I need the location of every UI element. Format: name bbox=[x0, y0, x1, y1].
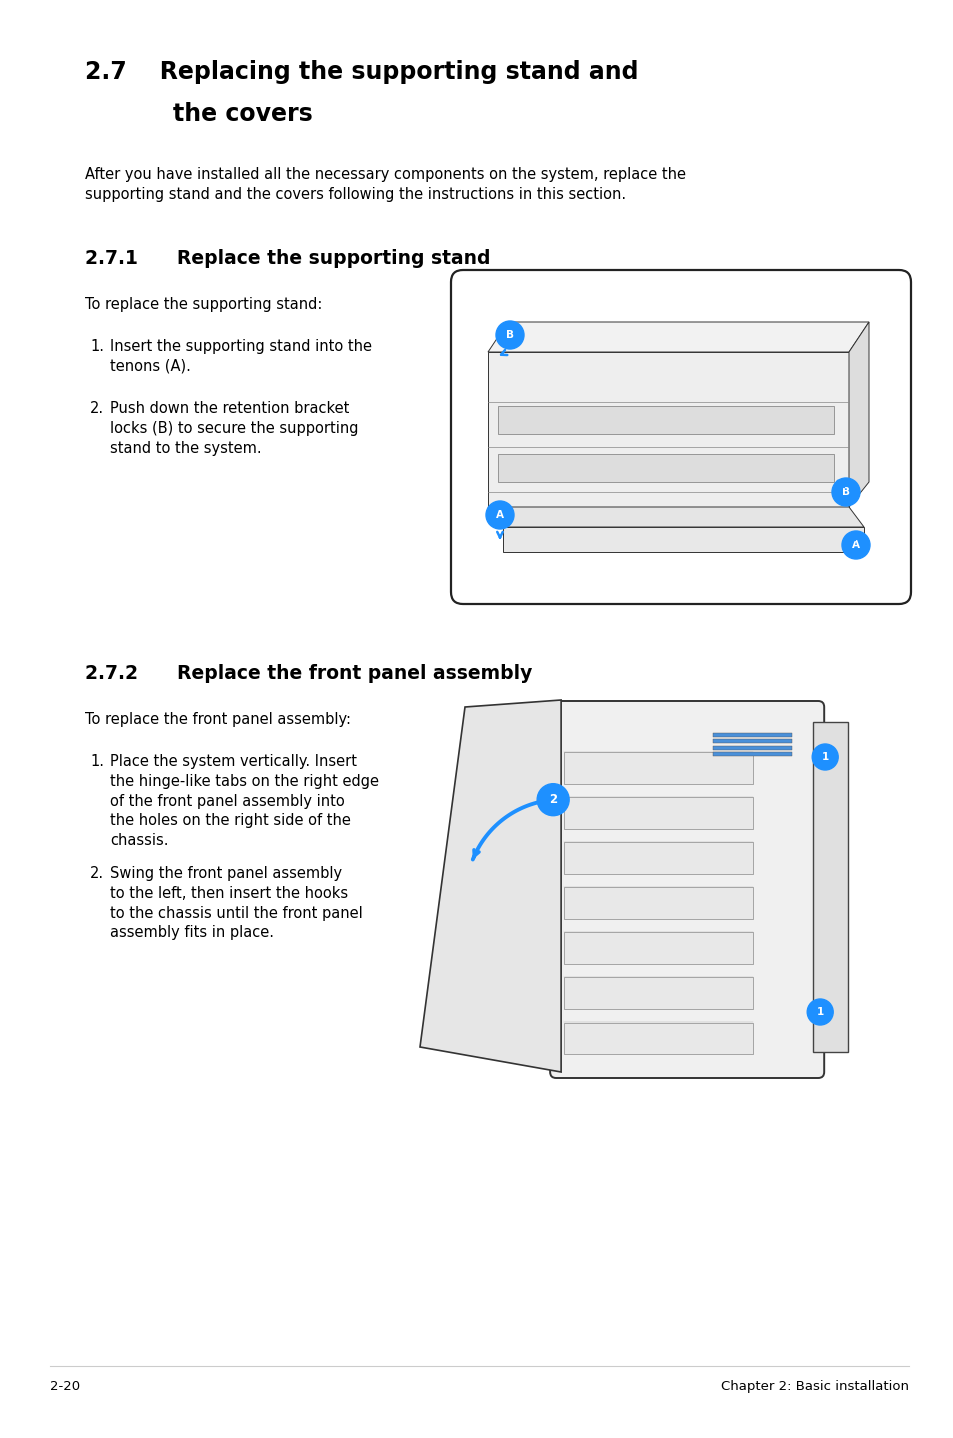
Text: 2.7    Replacing the supporting stand and: 2.7 Replacing the supporting stand and bbox=[85, 60, 638, 83]
Bar bbox=[713, 739, 791, 743]
Polygon shape bbox=[848, 322, 868, 508]
Circle shape bbox=[841, 531, 869, 559]
Bar bbox=[713, 746, 791, 751]
Text: 2-20: 2-20 bbox=[50, 1380, 80, 1393]
Circle shape bbox=[811, 743, 838, 769]
Text: 2.: 2. bbox=[90, 866, 104, 881]
Text: B: B bbox=[841, 487, 849, 498]
Circle shape bbox=[537, 784, 569, 815]
Text: Place the system vertically. Insert
the hinge-like tabs on the right edge
of the: Place the system vertically. Insert the … bbox=[110, 754, 378, 848]
Polygon shape bbox=[419, 700, 560, 1071]
Text: To replace the supporting stand:: To replace the supporting stand: bbox=[85, 298, 322, 312]
Text: Swing the front panel assembly
to the left, then insert the hooks
to the chassis: Swing the front panel assembly to the le… bbox=[110, 866, 362, 940]
Polygon shape bbox=[488, 508, 863, 526]
Polygon shape bbox=[502, 526, 863, 552]
Text: To replace the front panel assembly:: To replace the front panel assembly: bbox=[85, 712, 351, 728]
Text: A: A bbox=[851, 541, 859, 549]
Bar bbox=[563, 798, 752, 828]
Bar bbox=[563, 1022, 752, 1054]
Text: 1.: 1. bbox=[90, 754, 104, 769]
Bar bbox=[563, 843, 752, 874]
Text: 1: 1 bbox=[821, 752, 828, 762]
Text: 2.: 2. bbox=[90, 401, 104, 416]
Bar bbox=[563, 752, 752, 784]
Text: 2.7.1      Replace the supporting stand: 2.7.1 Replace the supporting stand bbox=[85, 249, 490, 267]
Text: 1: 1 bbox=[816, 1007, 823, 1017]
Circle shape bbox=[496, 321, 523, 349]
Text: B: B bbox=[505, 329, 514, 339]
Circle shape bbox=[806, 999, 832, 1025]
Bar bbox=[497, 454, 833, 482]
Text: 2.7.2      Replace the front panel assembly: 2.7.2 Replace the front panel assembly bbox=[85, 664, 532, 683]
Text: Insert the supporting stand into the
tenons (A).: Insert the supporting stand into the ten… bbox=[110, 339, 372, 374]
FancyBboxPatch shape bbox=[451, 270, 910, 604]
Text: After you have installed all the necessary components on the system, replace the: After you have installed all the necessa… bbox=[85, 167, 685, 201]
Circle shape bbox=[485, 500, 514, 529]
Text: 2: 2 bbox=[549, 794, 557, 807]
Text: the covers: the covers bbox=[172, 102, 313, 127]
Polygon shape bbox=[488, 322, 868, 352]
Text: Chapter 2: Basic installation: Chapter 2: Basic installation bbox=[720, 1380, 908, 1393]
Circle shape bbox=[831, 477, 859, 506]
Text: Push down the retention bracket
locks (B) to secure the supporting
stand to the : Push down the retention bracket locks (B… bbox=[110, 401, 358, 456]
Polygon shape bbox=[488, 352, 848, 508]
Bar bbox=[812, 722, 847, 1053]
Bar bbox=[713, 752, 791, 756]
Bar bbox=[713, 733, 791, 738]
FancyBboxPatch shape bbox=[550, 700, 823, 1078]
Text: A: A bbox=[496, 510, 503, 521]
Text: 1.: 1. bbox=[90, 339, 104, 354]
Bar bbox=[497, 406, 833, 434]
Bar bbox=[563, 887, 752, 919]
Bar bbox=[563, 978, 752, 1009]
Bar bbox=[563, 932, 752, 963]
